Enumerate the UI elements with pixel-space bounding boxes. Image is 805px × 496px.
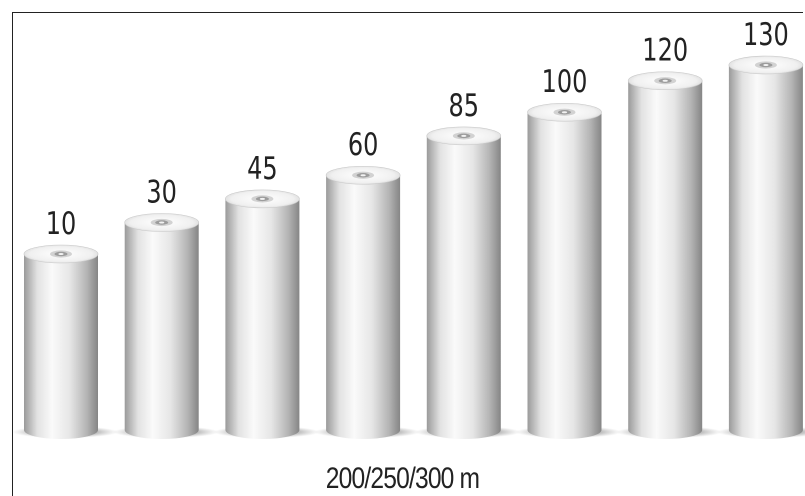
bar-body	[628, 80, 703, 439]
cylinder-bar: 10	[12, 205, 118, 439]
data-label: 10	[46, 205, 77, 241]
cylinder-bar: 120	[616, 32, 723, 439]
bars-layer: 10 30 45 60 85 100 120 130	[12, 16, 805, 439]
bar-body	[225, 198, 300, 439]
cylinder-bar: 130	[716, 16, 805, 439]
data-label: 30	[146, 174, 177, 210]
cylinder-bar: 85	[414, 87, 521, 439]
bar-body	[527, 112, 602, 439]
bar-body	[24, 254, 98, 439]
bar-core-hole	[58, 253, 64, 255]
chart-frame	[12, 12, 803, 496]
bar-core-hole	[159, 221, 165, 224]
data-label: 85	[449, 87, 480, 123]
x-axis-label: 200/250/300 m	[325, 462, 480, 495]
data-label: 120	[642, 32, 688, 68]
bar-body	[326, 175, 401, 439]
bar-core-hole	[561, 111, 568, 114]
bar-core-hole	[461, 134, 467, 137]
data-label: 100	[542, 63, 588, 99]
cylinder-bar: 30	[112, 174, 219, 439]
data-label: 60	[348, 126, 379, 162]
bar-body	[124, 222, 199, 439]
cylinder-bar: 60	[314, 126, 421, 439]
bar-core-hole	[259, 197, 265, 200]
bar-core-hole	[763, 64, 769, 66]
cylinder-bar: 45	[213, 150, 320, 439]
cylinder-bar: 100	[515, 63, 622, 439]
bar-core-hole	[662, 79, 668, 82]
bar-body	[728, 65, 803, 439]
bar-core-hole	[360, 174, 366, 177]
data-label: 130	[743, 16, 789, 52]
data-label: 45	[247, 150, 278, 186]
bar-body	[426, 135, 501, 439]
